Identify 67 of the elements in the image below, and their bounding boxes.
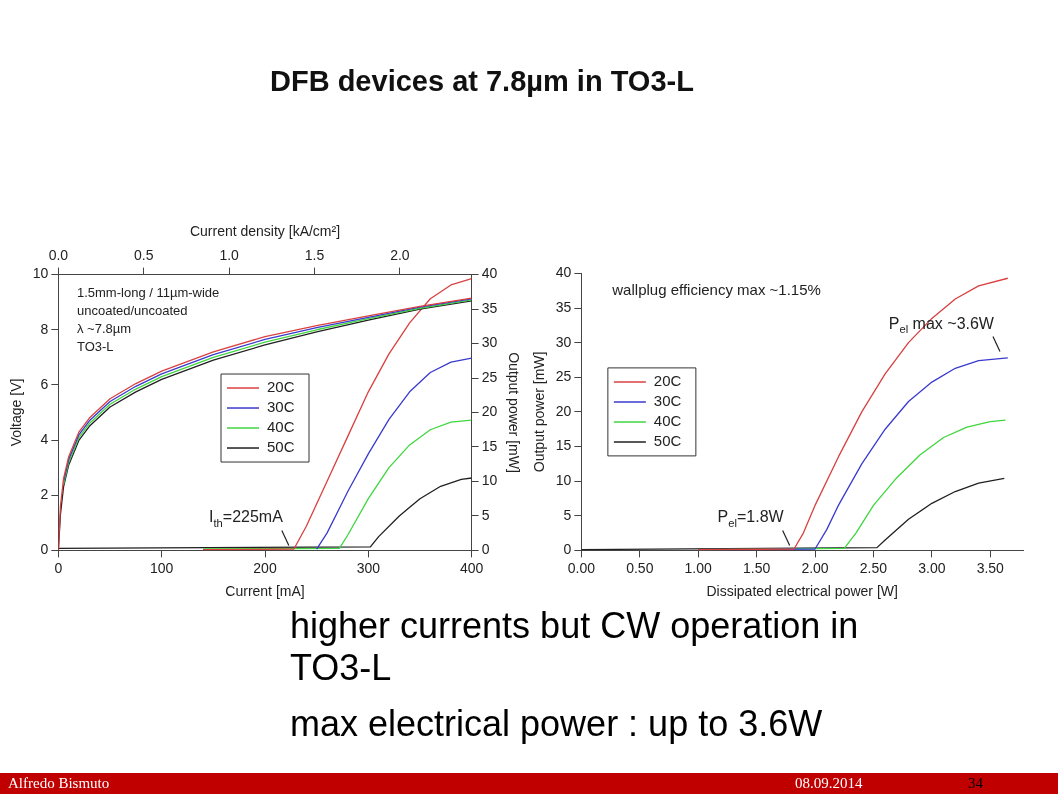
x-tick-label: 300: [356, 559, 381, 576]
x-tick-label: 3.00: [918, 559, 946, 576]
x2-tick-label: 1.5: [304, 247, 325, 264]
annotation: uncoated/uncoated: [76, 302, 188, 318]
x-tick-label: 400: [459, 559, 484, 576]
x-tick-label: 0: [54, 559, 63, 576]
y2-tick-label: 25: [481, 368, 498, 385]
y-tick-label: 25: [555, 368, 572, 385]
y2-tick-label: 15: [481, 437, 498, 454]
y-tick-label: 8: [40, 320, 49, 337]
x-tick-label: 0.50: [626, 559, 654, 576]
legend-label: 30C: [267, 398, 295, 416]
x2-tick-label: 2.0: [390, 247, 410, 264]
text: 08.09.2014: [795, 775, 863, 792]
annotation: wallplug efficiency max ~1.15%: [611, 281, 821, 299]
annotation: λ ~7.8µm: [76, 320, 132, 336]
x2-tick-label: 0.0: [48, 247, 69, 264]
x-axis-title: Current [mA]: [225, 583, 305, 600]
y-tick-label: 0: [563, 541, 572, 558]
x2-tick-label: 0.5: [134, 247, 154, 264]
legend-label: 50C: [653, 432, 682, 450]
y-axis-title: Voltage [V]: [8, 378, 25, 447]
y-axis-title: Output power [mW]: [531, 351, 548, 473]
x2-tick-label: 1.0: [219, 247, 240, 264]
x-tick-label: 100: [150, 559, 174, 576]
y2-tick-label: 30: [481, 334, 498, 351]
y2-axis-title: Output power [mW]: [505, 352, 522, 473]
y-tick-label: 0: [40, 541, 49, 558]
y2-tick-label: 0: [481, 541, 490, 558]
x-tick-label: 2.50: [859, 559, 888, 576]
x-axis-title: Dissipated electrical power [W]: [706, 583, 898, 600]
text: DFB devices at 7.8µm in TO3-L: [270, 65, 695, 98]
legend-label: 20C: [653, 372, 682, 390]
y-tick-label: 15: [555, 437, 572, 454]
text: Alfredo Bismuto: [8, 775, 110, 792]
annotation: TO3-L: [76, 338, 114, 354]
x-tick-label: 2.00: [801, 559, 829, 576]
y2-tick-label: 20: [481, 403, 498, 420]
y-tick-label: 20: [555, 402, 572, 419]
x2-axis-title: Current density [kA/cm²]: [189, 223, 341, 240]
text: higher currents but CW operation in TO3-L: [290, 605, 860, 689]
text: max electrical power : up to 3.6W: [290, 703, 824, 745]
legend-label: 50C: [267, 438, 295, 456]
y-tick-label: 40: [555, 264, 572, 281]
y2-tick-label: 10: [481, 472, 498, 489]
y-tick-label: 10: [555, 472, 572, 489]
x-tick-label: 1.50: [743, 559, 771, 576]
y-tick-label: 10: [32, 265, 49, 282]
y2-tick-label: 35: [481, 299, 498, 316]
y2-tick-label: 40: [481, 265, 498, 282]
y-tick-label: 2: [40, 486, 49, 503]
x-tick-label: 3.50: [976, 559, 1005, 576]
legend-label: 40C: [267, 418, 295, 436]
y-tick-label: 30: [555, 333, 572, 350]
y-tick-label: 4: [40, 430, 49, 447]
annotation: 1.5mm-long / 11µm-wide: [76, 284, 220, 300]
legend-label: 30C: [653, 392, 682, 410]
y-tick-label: 35: [555, 298, 572, 315]
y-tick-label: 5: [563, 506, 572, 523]
y2-tick-label: 5: [481, 506, 490, 523]
legend-label: 20C: [267, 378, 295, 396]
text: 34: [968, 775, 983, 792]
legend-label: 40C: [653, 412, 682, 430]
y-tick-label: 6: [40, 375, 49, 392]
x-tick-label: 1.00: [684, 559, 713, 576]
x-tick-label: 0.00: [567, 559, 596, 576]
x-tick-label: 200: [253, 559, 277, 576]
